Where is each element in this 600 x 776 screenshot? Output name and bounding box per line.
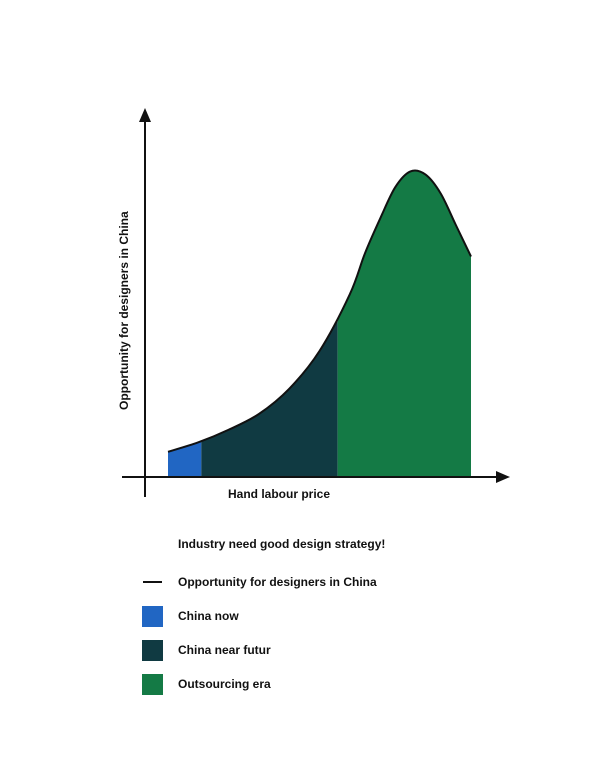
chart-caption: Industry need good design strategy! <box>178 537 386 551</box>
legend-line-marker <box>143 581 162 583</box>
legend-swatch <box>142 606 163 627</box>
legend-swatch <box>142 640 163 661</box>
legend-swatch <box>142 674 163 695</box>
chart-regions <box>168 170 471 477</box>
y-axis-arrow <box>139 108 151 122</box>
legend-label: Outsourcing era <box>178 677 271 691</box>
y-axis-label: Opportunity for designers in China <box>117 211 131 410</box>
region-outsourcing-era <box>337 170 471 477</box>
legend-label: Opportunity for designers in China <box>178 575 377 589</box>
legend-label: China now <box>178 609 239 623</box>
x-axis-label: Hand labour price <box>228 487 330 501</box>
legend-label: China near futur <box>178 643 271 657</box>
x-axis-arrow <box>496 471 510 483</box>
opportunity-curve <box>167 169 472 453</box>
region-china-now <box>168 170 202 477</box>
